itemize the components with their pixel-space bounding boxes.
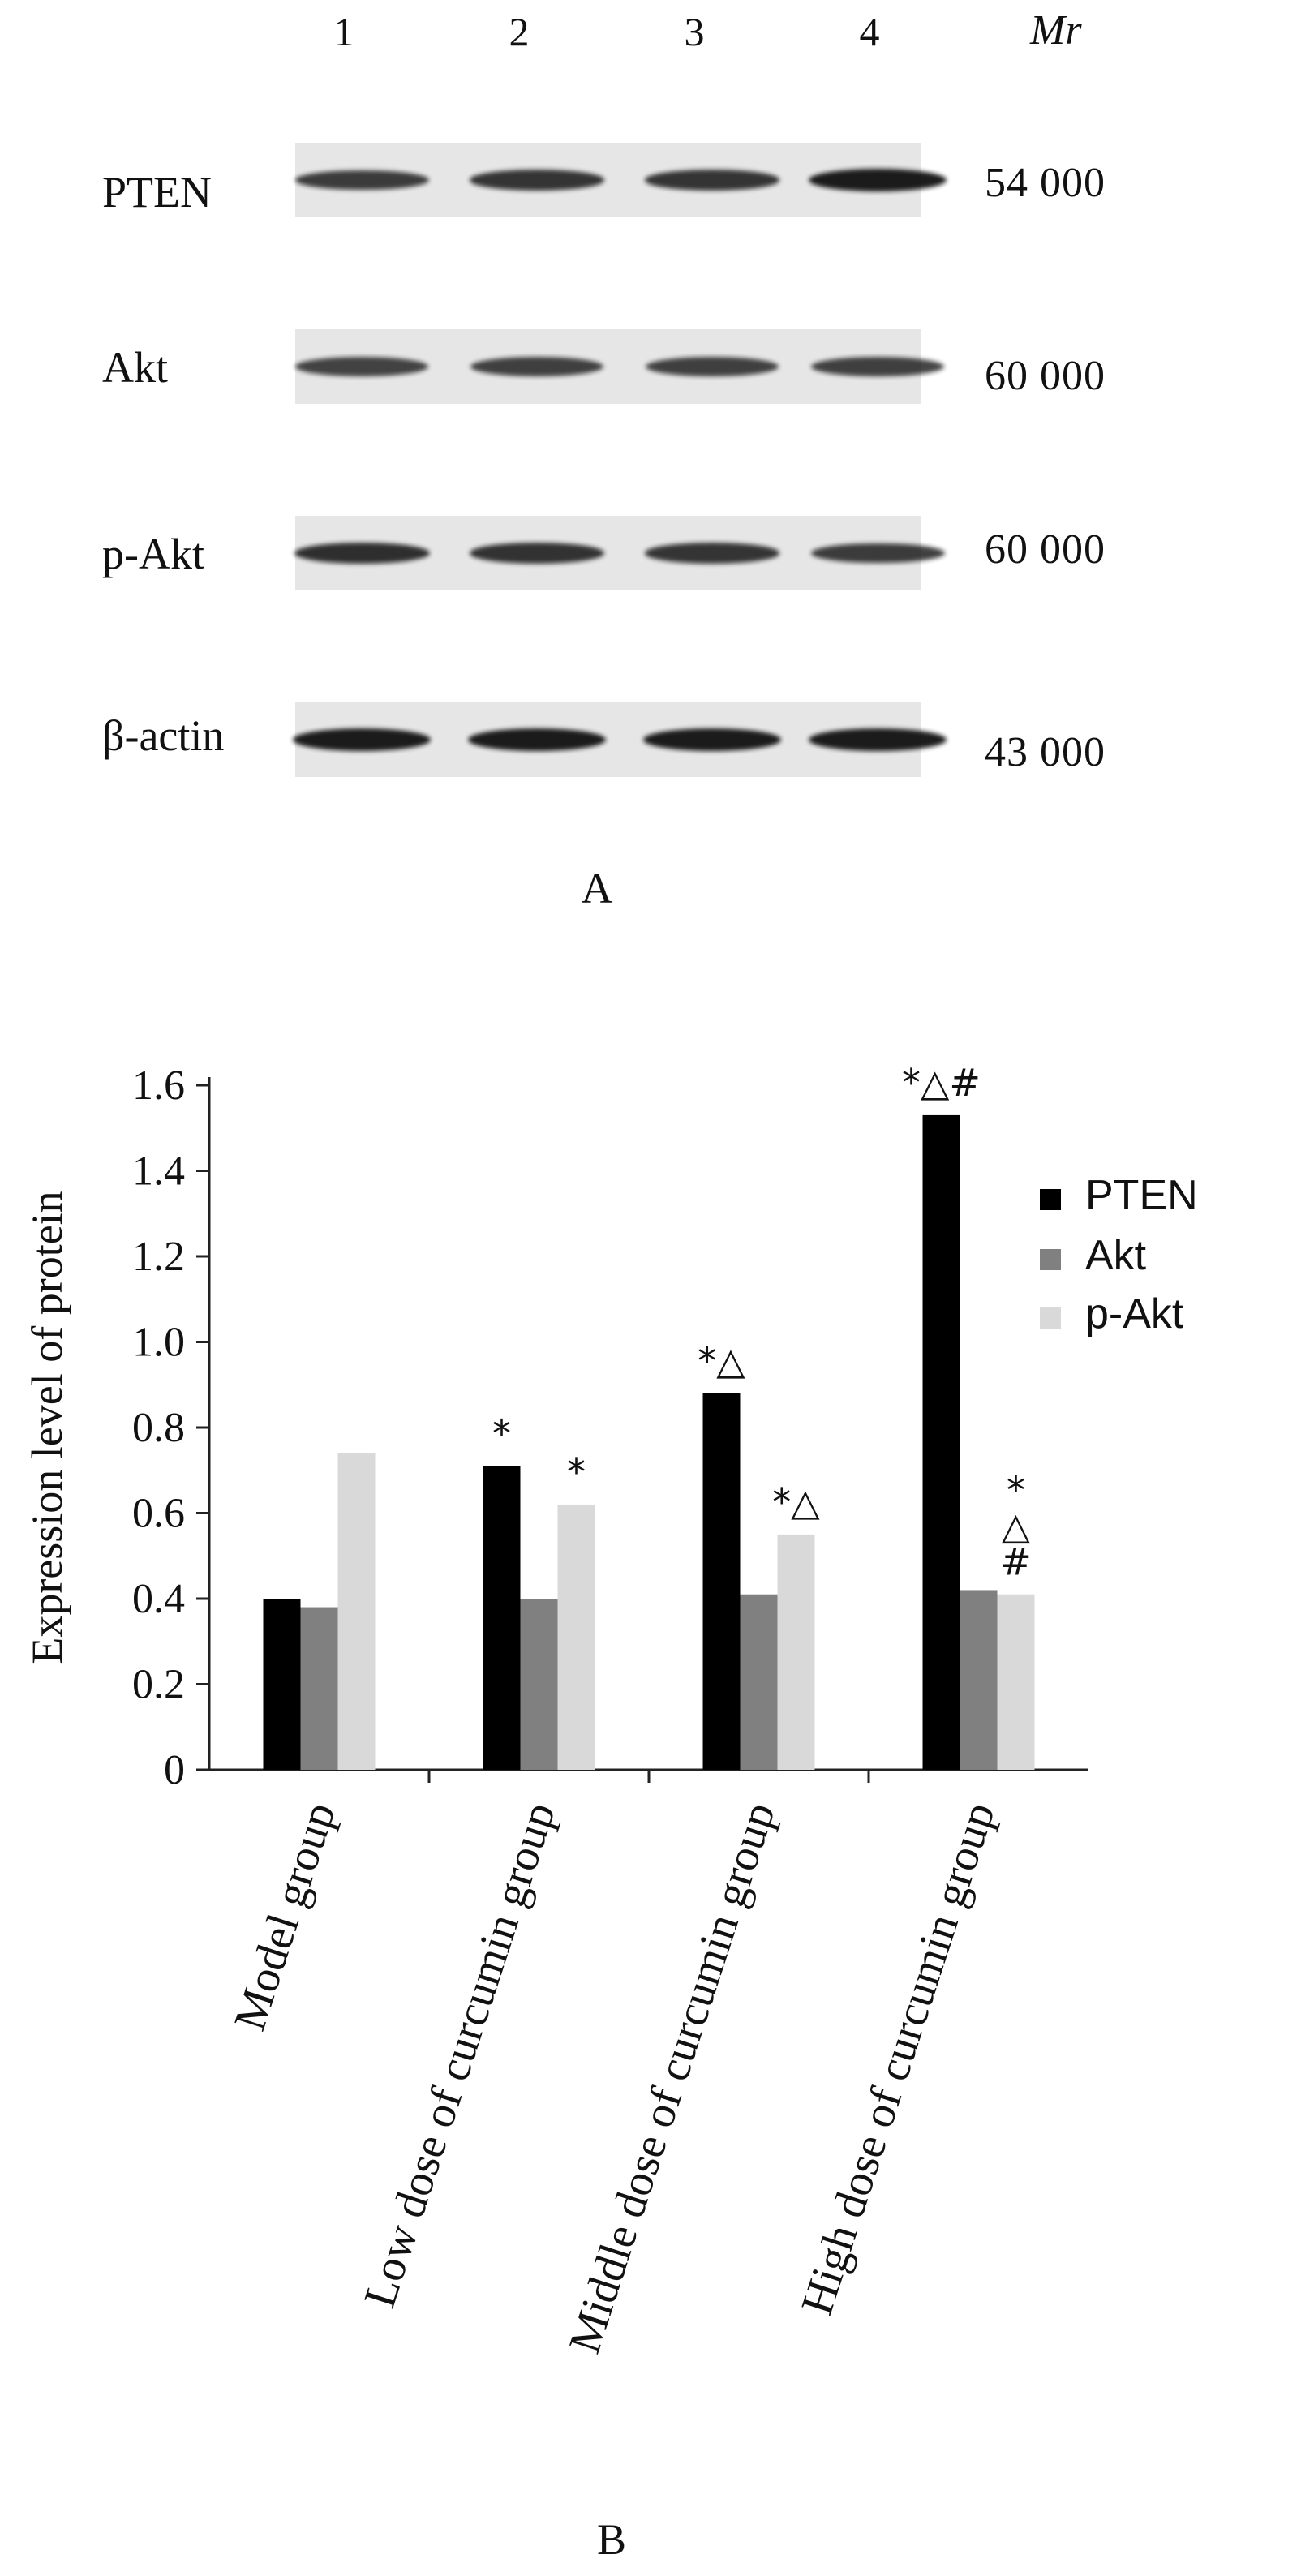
blot-band [470, 356, 604, 377]
significance-annotation: * [1007, 1469, 1025, 1513]
blot-band [294, 543, 430, 564]
protein-label-p-akt: p-Akt [102, 530, 204, 578]
lane-number-3: 3 [684, 9, 705, 54]
legend-label-pten: PTEN [1085, 1172, 1198, 1219]
significance-annotation: *△# [902, 1061, 981, 1105]
panel-label-a: A [581, 864, 613, 912]
protein-label-beta-actin: β-actin [102, 711, 225, 760]
blot-band [645, 170, 779, 191]
blot-band [469, 543, 605, 564]
blot-band [810, 356, 945, 377]
protein-label-pten: PTEN [102, 168, 212, 217]
mw-label-pten: 54 000 [985, 160, 1106, 206]
bar-chart: 0 0.2 0.4 0.6 0.8 1.0 1.2 1.4 1.6 Expression leve… [23, 1061, 1088, 2359]
y-tick-label: 0 [164, 1747, 185, 1793]
x-tick-label: Middle dose of curcumin group [560, 1797, 785, 2359]
x-tick-label: High dose of curcumin group [792, 1797, 1005, 2321]
legend-label-p-akt: p-Akt [1085, 1290, 1184, 1337]
mr-header: Mr [1030, 7, 1082, 54]
blot-band [643, 728, 781, 751]
y-tick-label: 1.4 [132, 1148, 185, 1195]
mw-label-beta-actin: 43 000 [985, 729, 1106, 775]
blot-band [809, 169, 947, 191]
bar [300, 1607, 338, 1770]
y-tick-label: 1.6 [132, 1063, 185, 1109]
mw-label-p-akt: 60 000 [985, 526, 1106, 573]
blot-band [645, 543, 779, 564]
protein-label-akt: Akt [102, 343, 168, 392]
bar [997, 1594, 1035, 1770]
blot-band [809, 728, 947, 751]
blot-band [468, 728, 606, 751]
y-tick-label: 0.6 [132, 1491, 185, 1537]
bar [740, 1594, 778, 1770]
bar [777, 1534, 815, 1770]
blot-band [294, 170, 429, 191]
mw-label-akt: 60 000 [985, 353, 1106, 399]
bar [520, 1599, 558, 1770]
bar [702, 1393, 741, 1770]
bar [557, 1504, 595, 1770]
bar [960, 1590, 998, 1770]
legend-label-akt: Akt [1085, 1232, 1147, 1279]
y-tick-label: 1.2 [132, 1234, 185, 1280]
y-axis-title: Expression level of protein [23, 1191, 71, 1664]
x-tick-label: Model group [225, 1797, 346, 2037]
bar [483, 1466, 521, 1770]
legend-swatch-pten [1040, 1189, 1061, 1210]
significance-annotation: *△ [772, 1480, 820, 1524]
bar [922, 1114, 960, 1770]
significance-annotation: * [492, 1411, 511, 1455]
panel-label-b: B [596, 2515, 627, 2564]
significance-annotation: * [567, 1450, 586, 1494]
y-tick-label: 0.4 [132, 1576, 185, 1622]
y-tick-label: 1.0 [132, 1320, 185, 1366]
significance-annotation: # [1000, 1540, 1032, 1584]
lane-number-2: 2 [509, 9, 530, 54]
y-tick-label: 0.8 [132, 1405, 185, 1451]
lane-number-1: 1 [333, 9, 354, 54]
lane-number-4: 4 [859, 9, 880, 54]
blot-band [293, 728, 431, 751]
y-tick-label: 0.2 [132, 1662, 185, 1708]
legend-swatch-akt [1040, 1249, 1061, 1270]
blot-band [470, 170, 604, 191]
blot-band [645, 356, 779, 377]
blot-band [295, 357, 428, 376]
x-tick-label: Low dose of curcumin group [354, 1797, 565, 2313]
blot-band [810, 543, 945, 564]
significance-annotation: *△ [698, 1339, 745, 1383]
bar [263, 1599, 301, 1770]
legend-swatch-p-akt [1040, 1307, 1061, 1329]
significance-annotation: △ [1002, 1505, 1031, 1548]
bar [337, 1453, 376, 1770]
